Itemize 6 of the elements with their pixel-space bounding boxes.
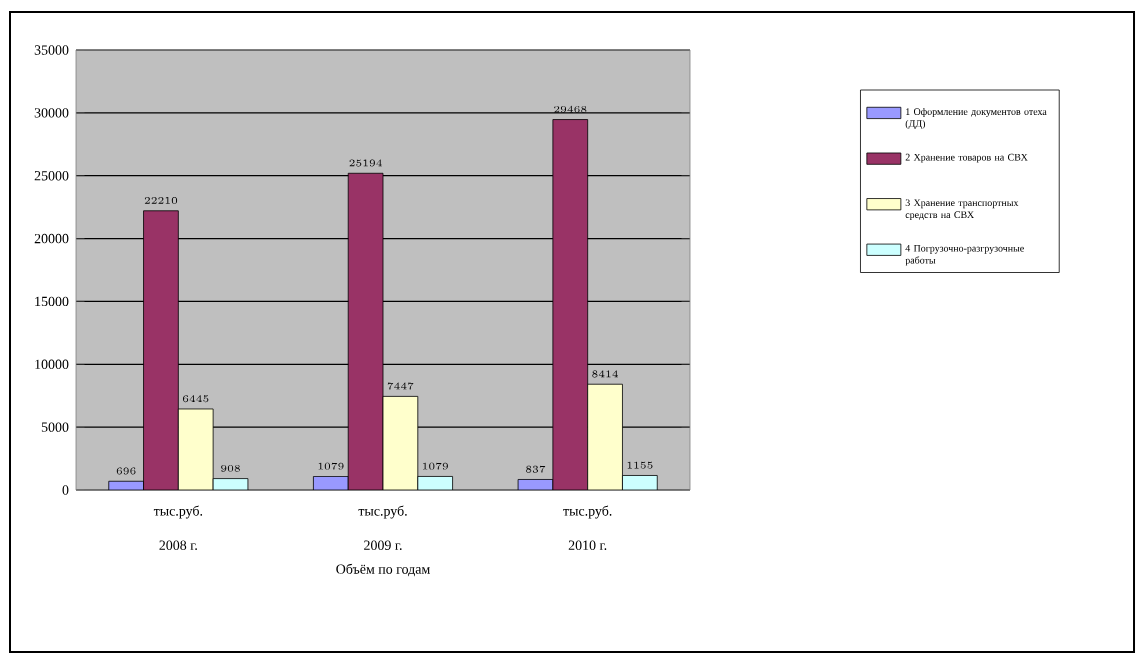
bar bbox=[552, 119, 589, 490]
bar bbox=[143, 210, 179, 490]
bar bbox=[587, 383, 623, 490]
bar bbox=[382, 395, 419, 490]
bar bbox=[177, 408, 214, 490]
bar bbox=[347, 172, 384, 490]
